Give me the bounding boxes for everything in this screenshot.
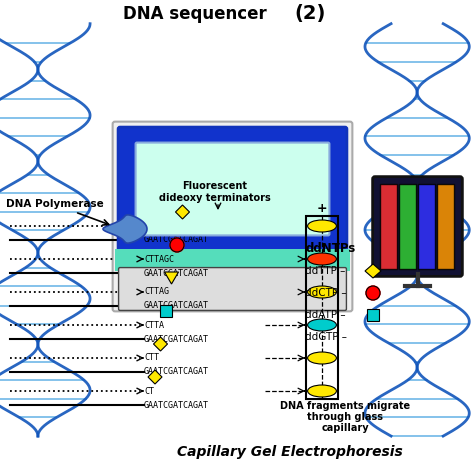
FancyBboxPatch shape — [437, 184, 454, 269]
Text: ddCTP –: ddCTP – — [305, 288, 346, 298]
Ellipse shape — [308, 220, 337, 232]
Text: ddTTP –: ddTTP – — [305, 266, 346, 276]
Text: Capillary Gel Electrophoresis: Capillary Gel Electrophoresis — [177, 445, 403, 459]
Text: ddNTPs: ddNTPs — [305, 243, 355, 255]
FancyBboxPatch shape — [118, 268, 346, 310]
Text: CTTAG: CTTAG — [144, 288, 169, 297]
Text: GAATCGATCAGAT: GAATCGATCAGAT — [144, 401, 209, 410]
Text: GAATCGATCAGAT: GAATCGATCAGAT — [144, 268, 209, 277]
Text: GAATCGATCAGAT: GAATCGATCAGAT — [144, 236, 209, 245]
FancyBboxPatch shape — [418, 184, 435, 269]
Circle shape — [170, 238, 184, 252]
FancyBboxPatch shape — [136, 143, 329, 236]
Ellipse shape — [308, 286, 337, 298]
Ellipse shape — [308, 319, 337, 331]
Text: Fluorescent
dideoxy terminators: Fluorescent dideoxy terminators — [159, 181, 271, 203]
Polygon shape — [103, 215, 147, 243]
Text: CTTA: CTTA — [144, 320, 164, 329]
FancyBboxPatch shape — [399, 184, 416, 269]
Text: DNA sequencer: DNA sequencer — [123, 5, 267, 23]
Text: ddGTP –: ddGTP – — [305, 332, 347, 342]
Ellipse shape — [308, 385, 337, 397]
Ellipse shape — [308, 352, 337, 364]
FancyBboxPatch shape — [115, 249, 350, 271]
Ellipse shape — [308, 253, 337, 265]
Text: through glass: through glass — [307, 412, 383, 422]
FancyBboxPatch shape — [118, 127, 347, 251]
Text: (2): (2) — [294, 4, 326, 24]
Text: DNA fragments migrate: DNA fragments migrate — [280, 401, 410, 411]
Text: GAATCGATCAGAT: GAATCGATCAGAT — [144, 367, 209, 376]
Text: CTTAGCT: CTTAGCT — [144, 221, 179, 230]
Text: CT: CT — [144, 386, 154, 395]
FancyBboxPatch shape — [380, 184, 397, 269]
Polygon shape — [175, 205, 190, 219]
Text: CTTAGC: CTTAGC — [144, 255, 174, 264]
Text: GAATCGATCAGAT: GAATCGATCAGAT — [144, 335, 209, 344]
FancyBboxPatch shape — [160, 305, 172, 317]
Text: ddATP –: ddATP – — [305, 310, 346, 320]
FancyBboxPatch shape — [113, 122, 352, 311]
Text: CTT: CTT — [144, 354, 159, 363]
Polygon shape — [154, 337, 167, 351]
Text: capillary: capillary — [321, 423, 369, 433]
Text: +: + — [317, 202, 328, 216]
Circle shape — [366, 286, 380, 300]
Polygon shape — [164, 272, 179, 284]
Polygon shape — [365, 264, 381, 278]
FancyBboxPatch shape — [373, 177, 462, 276]
Text: DNA Polymerase: DNA Polymerase — [6, 199, 104, 209]
Polygon shape — [148, 370, 162, 384]
Text: GAATCGATCAGAT: GAATCGATCAGAT — [144, 301, 209, 310]
FancyBboxPatch shape — [367, 309, 379, 321]
